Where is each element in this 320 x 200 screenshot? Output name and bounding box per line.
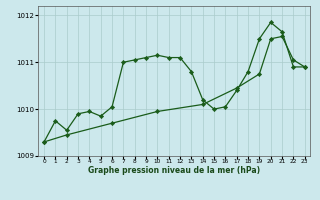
X-axis label: Graphe pression niveau de la mer (hPa): Graphe pression niveau de la mer (hPa) (88, 166, 260, 175)
